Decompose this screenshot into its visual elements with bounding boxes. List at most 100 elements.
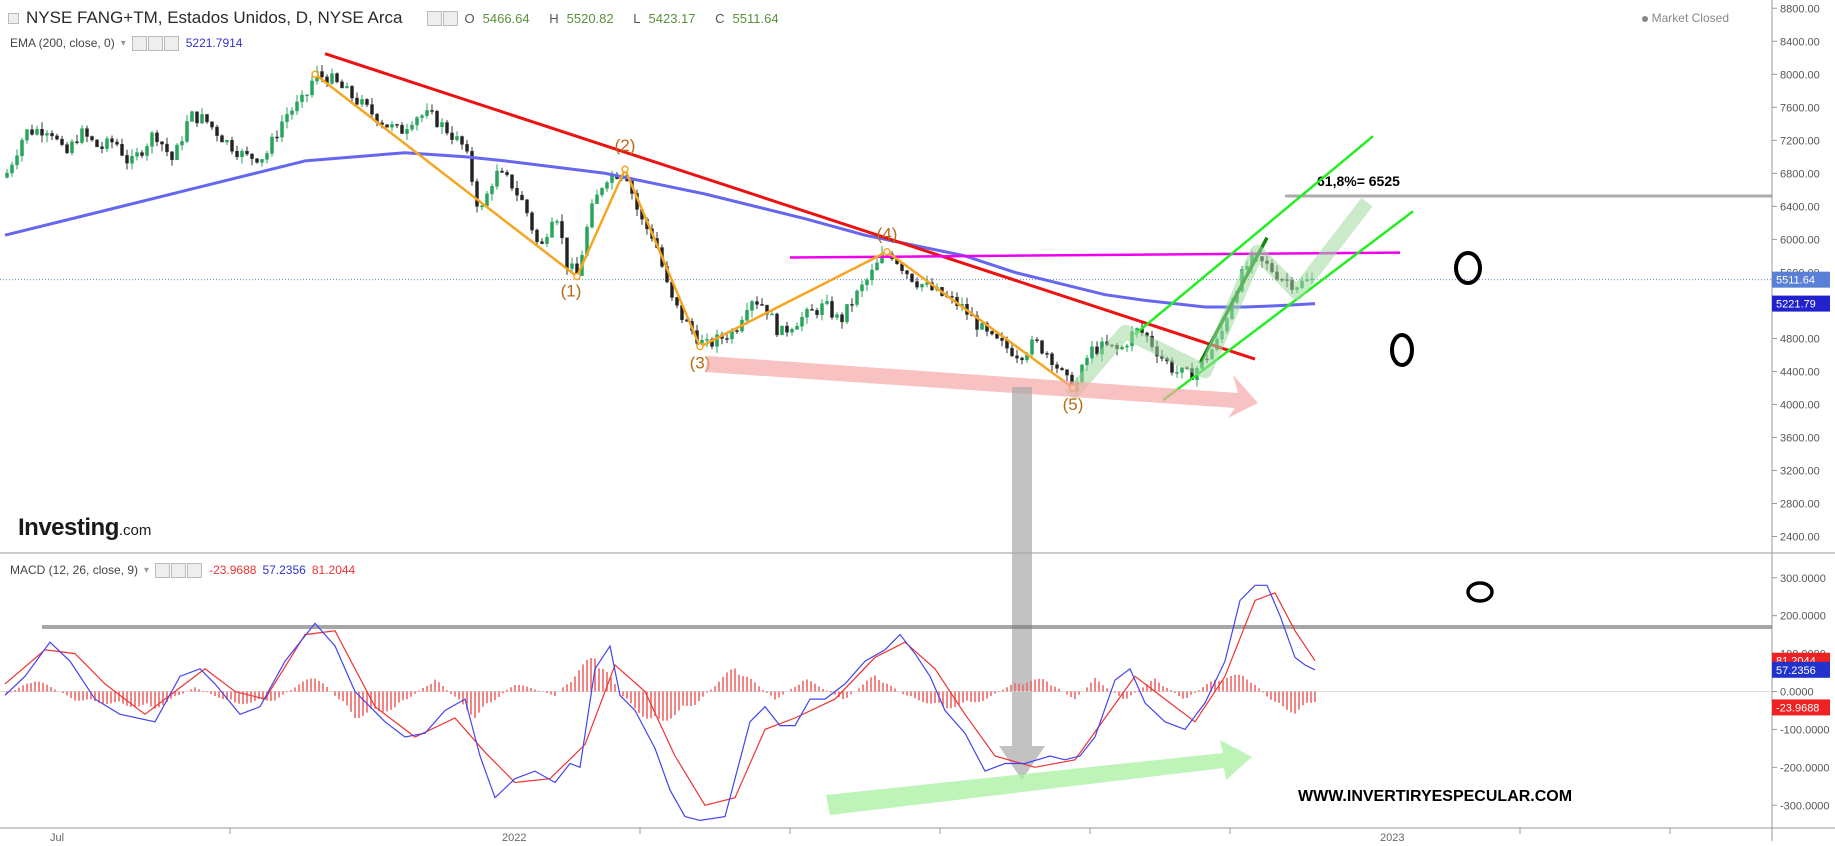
candle-body: [150, 132, 154, 147]
candle-body: [5, 172, 9, 178]
candle-body: [495, 170, 499, 187]
candle-body: [850, 304, 854, 306]
candle-body: [365, 99, 369, 105]
macd-y-tick-label: -300.0000: [1780, 800, 1830, 812]
candle-body: [40, 129, 44, 136]
investing-logo: Investing.com: [18, 514, 152, 541]
candle-body: [560, 221, 564, 239]
candle-body: [510, 174, 514, 189]
candle-body: [275, 136, 279, 139]
fib-label: 61,8%= 6525: [1317, 173, 1400, 189]
chevron-down-icon[interactable]: ▾: [144, 564, 150, 576]
candle-body: [550, 221, 554, 238]
candle-body: [815, 310, 819, 315]
candle-body: [1120, 346, 1124, 350]
collapse-icon[interactable]: [8, 12, 19, 24]
y-tick-label: 6800.00: [1780, 168, 1820, 180]
ohlc-values: O 5466.64 H 5520.82 L 5423.17 C 5511.64: [464, 10, 779, 26]
candle-body: [605, 182, 609, 189]
candle-body: [135, 152, 139, 157]
candle-body: [865, 279, 869, 286]
candle-body: [470, 151, 474, 182]
ema-tag: 5221.79: [1776, 299, 1816, 311]
settings-icon[interactable]: [426, 10, 459, 27]
candle-body: [45, 133, 49, 136]
candle-body: [190, 111, 194, 122]
candle-body: [25, 129, 29, 141]
wave-point: [573, 272, 581, 281]
candle-body: [230, 140, 234, 152]
candle-body: [285, 114, 289, 123]
candle-body: [1085, 357, 1089, 366]
candle-body: [785, 325, 789, 333]
candle-body: [50, 133, 54, 137]
candle-body: [35, 129, 39, 135]
candle-body: [360, 99, 364, 105]
candle-body: [200, 114, 204, 124]
candle-body: [830, 301, 834, 318]
y-tick-label: 4400.00: [1780, 366, 1820, 378]
x-tick-label: 2023: [1380, 832, 1404, 841]
hist-tag-bg: [1772, 699, 1830, 716]
candle-body: [520, 194, 524, 201]
candle-body: [290, 110, 294, 115]
downtrend-line: [324, 52, 1256, 361]
macd-value: 57.2356: [262, 563, 306, 578]
y-tick-label: 4800.00: [1780, 333, 1820, 345]
candle-body: [335, 73, 339, 83]
x-tick-label: 2022: [502, 832, 526, 841]
macd-line: [4, 584, 1316, 822]
hist-tag: -23.9688: [1776, 702, 1819, 714]
candle-body: [350, 86, 354, 99]
candle-body: [300, 94, 304, 103]
y-tick-label: 7600.00: [1780, 102, 1820, 114]
candle-body: [1040, 340, 1044, 354]
wave-point: [696, 342, 704, 351]
macd-tag-bg: [1772, 661, 1830, 678]
candle-body: [220, 135, 224, 143]
candle-body: [85, 128, 89, 137]
wave-point: [883, 247, 891, 256]
candle-body: [460, 136, 464, 145]
candle-body: [435, 111, 439, 128]
candle-body: [385, 124, 389, 128]
candle-body: [235, 151, 239, 157]
ema-legend: EMA (200, close, 0) ▾ 5221.7914: [10, 35, 242, 52]
candle-body: [840, 314, 844, 323]
candle-body: [445, 122, 449, 134]
candle-body: [245, 150, 249, 155]
main-legend: NYSE FANG+TM, Estados Unidos, D, NYSE Ar…: [8, 8, 795, 28]
down-arrow: [999, 387, 1045, 780]
candle-body: [975, 315, 979, 330]
candle-body: [305, 94, 309, 97]
candle-body: [295, 101, 299, 112]
candle-body: [55, 135, 59, 140]
candle-body: [905, 270, 909, 275]
candle-body: [515, 188, 519, 196]
candle-body: [825, 301, 829, 304]
candle-body: [1015, 355, 1019, 359]
wave-label: (3): [690, 354, 711, 373]
candle-body: [1060, 368, 1064, 371]
chevron-down-icon[interactable]: ▾: [120, 37, 126, 49]
candle-body: [555, 221, 559, 223]
candle-body: [505, 172, 509, 176]
macd-y-tick-label: 300.0000: [1780, 573, 1826, 585]
candle-body: [1020, 357, 1024, 361]
y-tick-label: 8000.00: [1780, 69, 1820, 81]
candle-body: [355, 97, 359, 105]
candle-body: [855, 290, 859, 305]
indicator-controls[interactable]: [155, 562, 203, 579]
candle-body: [500, 170, 504, 173]
candle-body: [1050, 353, 1054, 366]
candle-body: [1180, 367, 1184, 373]
y-tick-label: 3200.00: [1780, 465, 1820, 477]
candle-body: [1090, 346, 1094, 359]
candle-body: [80, 128, 84, 143]
candle-body: [30, 129, 34, 135]
candle-body: [760, 304, 764, 306]
candle-body: [1125, 345, 1129, 348]
candle-body: [260, 159, 264, 163]
indicator-controls[interactable]: [131, 35, 180, 52]
